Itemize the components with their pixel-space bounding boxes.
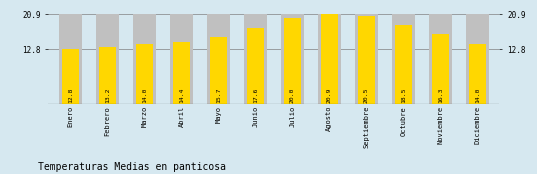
Bar: [62, 49, 79, 104]
Bar: [318, 14, 341, 104]
Bar: [432, 34, 448, 104]
Bar: [284, 18, 301, 104]
Bar: [99, 48, 116, 104]
Bar: [170, 14, 193, 104]
Bar: [281, 14, 304, 104]
Bar: [466, 14, 489, 104]
Text: 20.9: 20.9: [327, 88, 332, 103]
Bar: [207, 14, 230, 104]
Bar: [96, 14, 119, 104]
Text: 12.8: 12.8: [68, 88, 73, 103]
Bar: [244, 14, 267, 104]
Text: Temperaturas Medias en panticosa: Temperaturas Medias en panticosa: [38, 162, 226, 172]
Text: 18.5: 18.5: [401, 88, 406, 103]
Text: 20.5: 20.5: [364, 88, 369, 103]
Bar: [133, 14, 156, 104]
Text: 14.0: 14.0: [475, 88, 480, 103]
Bar: [173, 42, 190, 104]
Text: 14.4: 14.4: [179, 88, 184, 103]
Text: 17.6: 17.6: [253, 88, 258, 103]
Bar: [59, 14, 82, 104]
Bar: [136, 44, 153, 104]
Text: 13.2: 13.2: [105, 88, 110, 103]
Bar: [469, 44, 485, 104]
Text: 16.3: 16.3: [438, 88, 442, 103]
Bar: [321, 14, 338, 104]
Bar: [247, 28, 264, 104]
Bar: [355, 14, 378, 104]
Text: 15.7: 15.7: [216, 88, 221, 103]
Bar: [429, 14, 452, 104]
Text: 14.0: 14.0: [142, 88, 147, 103]
Bar: [392, 14, 415, 104]
Bar: [358, 16, 375, 104]
Bar: [210, 37, 227, 104]
Bar: [395, 25, 411, 104]
Text: 20.0: 20.0: [290, 88, 295, 103]
